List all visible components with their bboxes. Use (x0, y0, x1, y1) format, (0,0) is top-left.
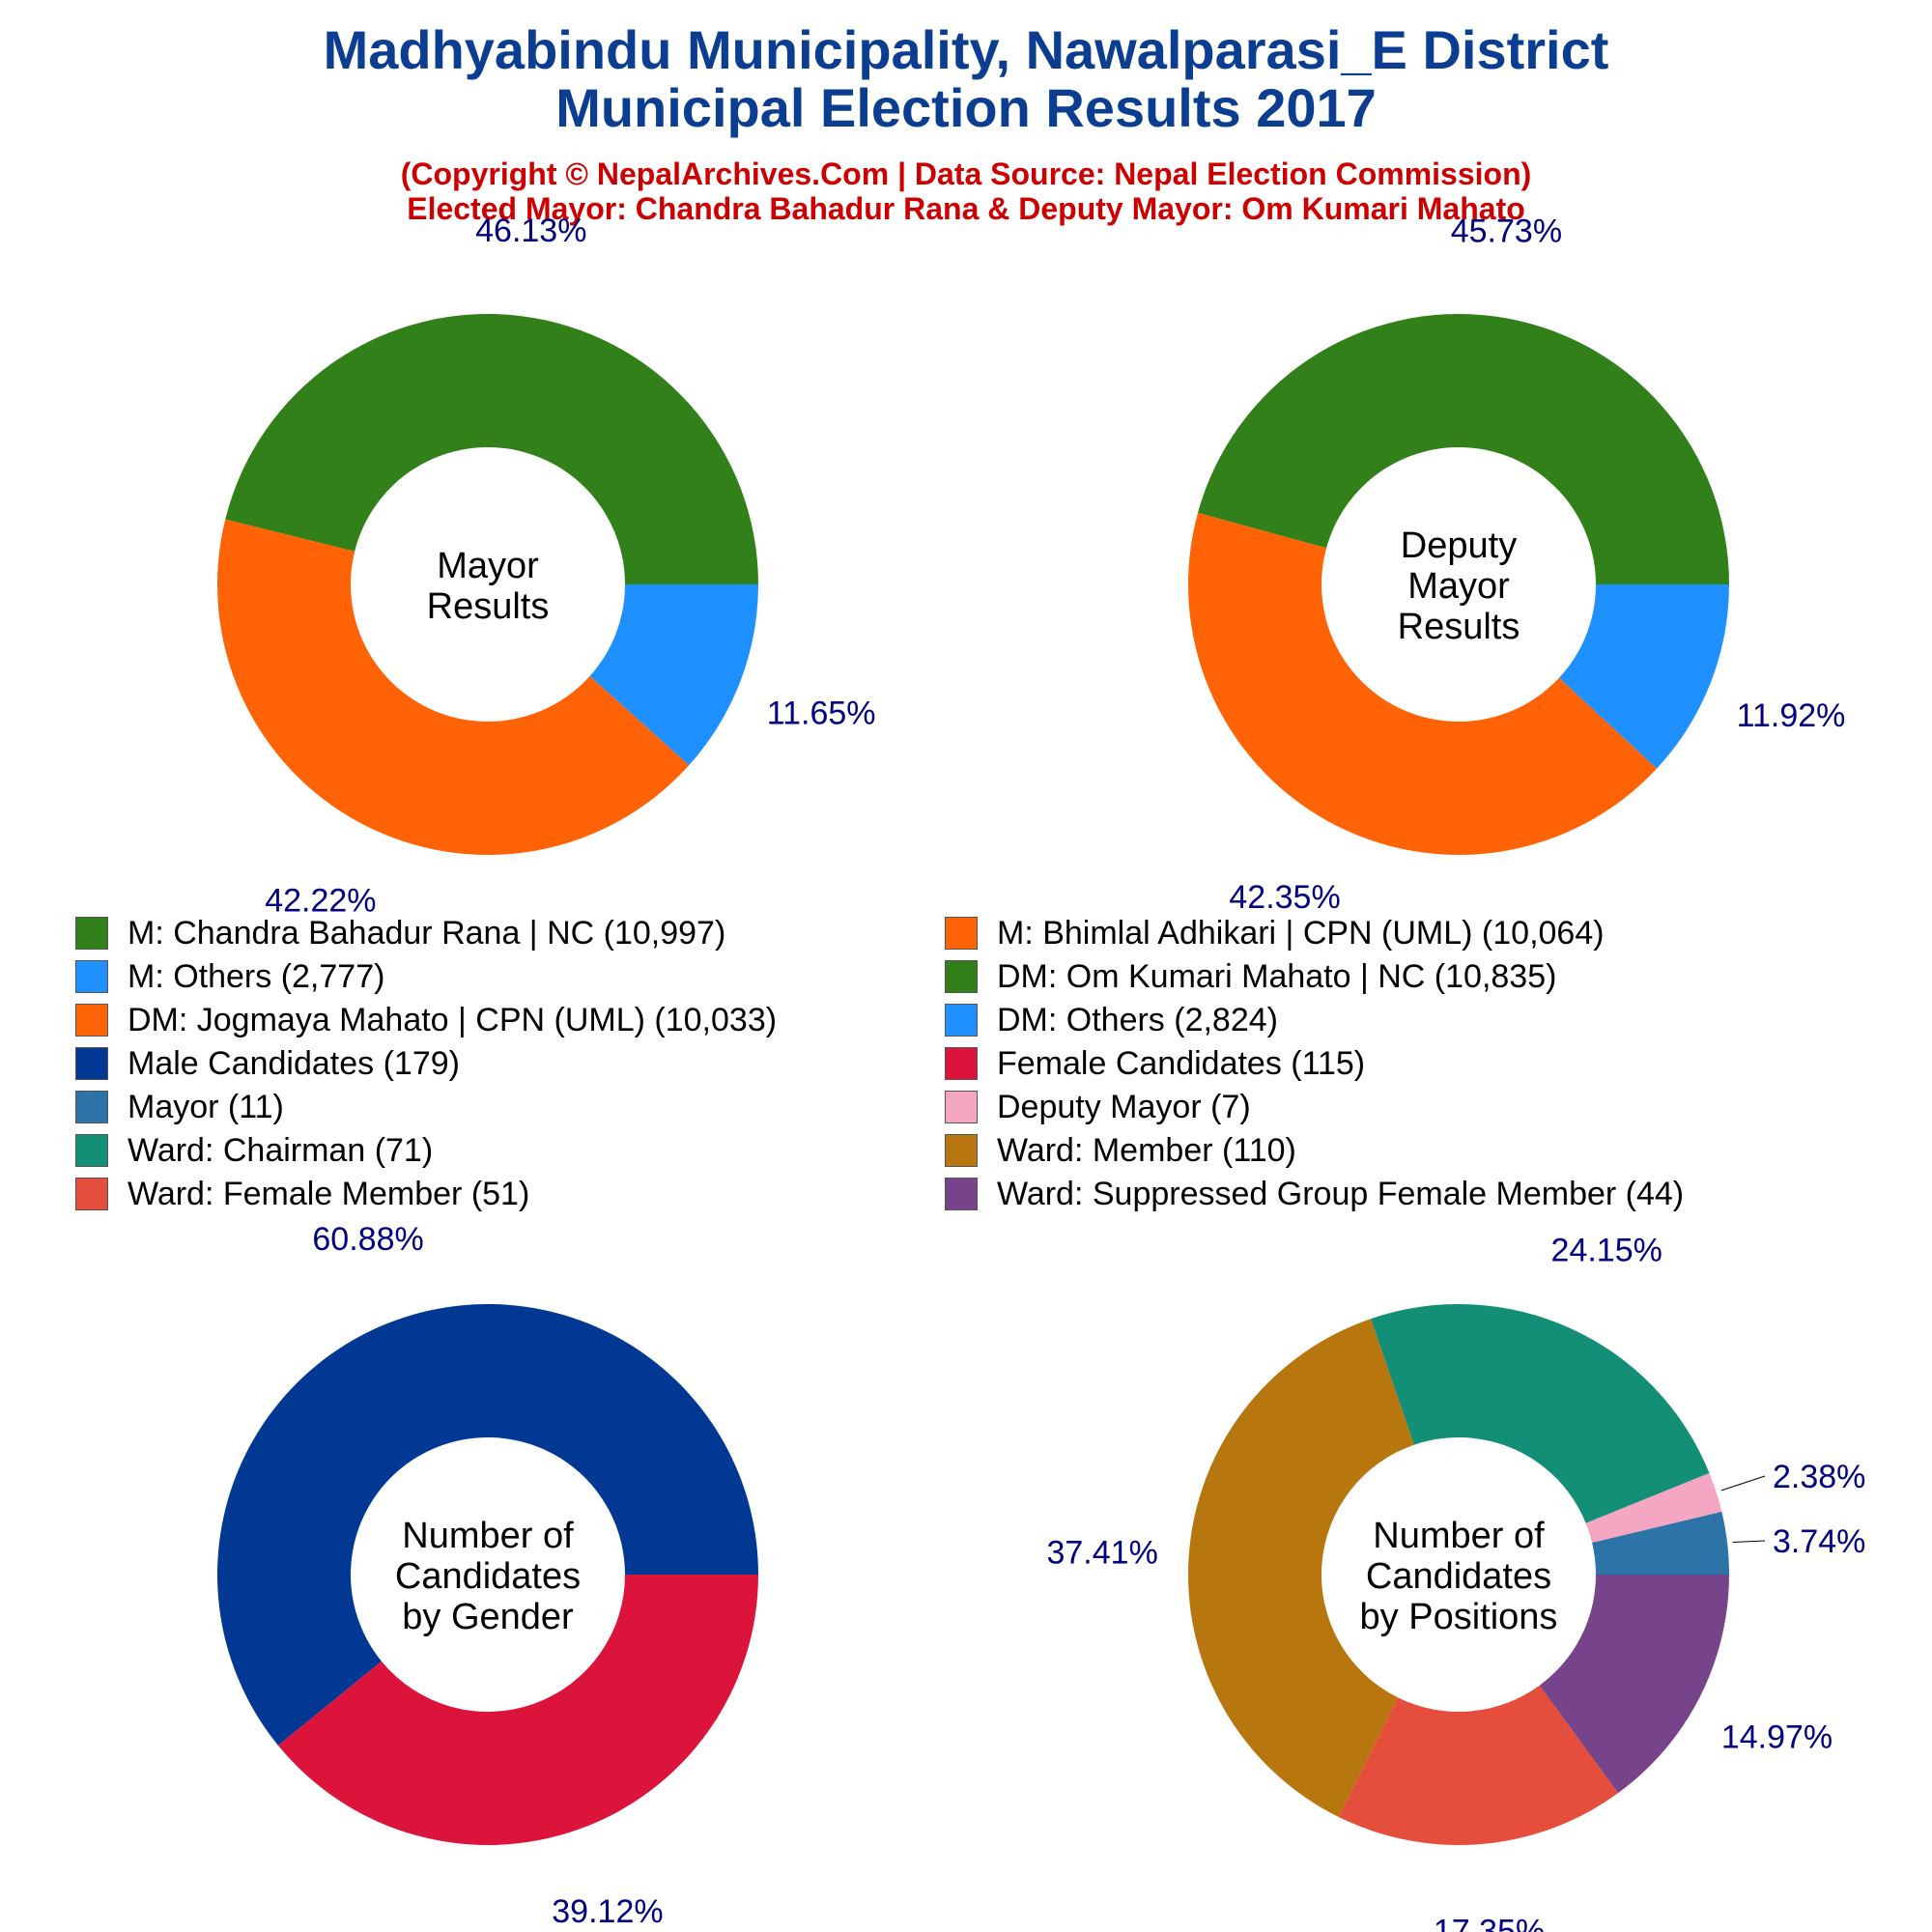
donut-chart-4: 3.74% 2.38% 24.15% 37.41% 17.35% 14.97% Number… (1046, 1233, 1865, 1932)
legend-label: Ward: Female Member (51) (128, 1175, 530, 1212)
pct-label-ward-chairman: 24.15% (1551, 1233, 1662, 1269)
legend-label: M: Chandra Bahadur Rana | NC (10,997) (128, 914, 726, 952)
leader-line-deputy-mayor (1720, 1475, 1766, 1492)
legend-item: DM: Jogmaya Mahato | CPN (UML) (10,033) (75, 1000, 777, 1040)
legend-item: Male Candidates (179) (75, 1043, 460, 1084)
slice-ward-female-member (1338, 1685, 1619, 1845)
pct-label-m-others: 11.65% (767, 695, 876, 731)
legend: M: Chandra Bahadur Rana | NC (10,997) M: … (0, 913, 1932, 1241)
slice-deputy-mayor (1585, 1472, 1722, 1543)
center-label-line: Deputy (1401, 526, 1517, 566)
center-label-line: Candidates (395, 1556, 581, 1597)
legend-label: Female Candidates (115) (997, 1044, 1366, 1082)
slice-m-chandra-bahadur-rana-nc (225, 314, 759, 584)
chart-header: Madhyabindu Municipality, Nawalparasi_E … (0, 0, 1932, 227)
legend-label: Deputy Mayor (7) (997, 1088, 1251, 1125)
legend-swatch (945, 1178, 978, 1210)
legend-item: M: Bhimlal Adhikari | CPN (UML) (10,064) (945, 913, 1605, 953)
pct-label-female-candidates: 39.12% (552, 1893, 663, 1930)
legend-label: Ward: Member (110) (997, 1131, 1296, 1169)
legend-label: Mayor (11) (128, 1088, 284, 1125)
legend-swatch (945, 917, 978, 950)
center-label-line: by Gender (402, 1597, 574, 1637)
chart-subtitle-elected: Elected Mayor: Chandra Bahadur Rana & De… (407, 191, 1525, 226)
pct-label-dm-others: 11.92% (1737, 697, 1846, 734)
legend-item: Ward: Chairman (71) (75, 1130, 433, 1171)
center-label-line: Candidates (1366, 1556, 1551, 1597)
slice-mayor (1592, 1511, 1729, 1575)
legend-item: DM: Om Kumari Mahato | NC (10,835) (945, 956, 1556, 997)
legend-label: M: Bhimlal Adhikari | CPN (UML) (10,064) (997, 914, 1605, 952)
pct-label-ward-member: 37.41% (1046, 1534, 1157, 1571)
slice-male-candidates (217, 1304, 758, 1746)
legend-swatch (75, 1004, 108, 1037)
legend-swatch (75, 1178, 108, 1210)
pct-label-mayor: 3.74% (1773, 1523, 1865, 1560)
legend-swatch (75, 917, 108, 950)
legend-swatch (945, 1047, 978, 1080)
legend-item: Ward: Suppressed Group Female Member (44… (945, 1174, 1684, 1214)
pct-label-male-candidates: 60.88% (312, 1221, 423, 1258)
slice-ward-member (1187, 1319, 1414, 1817)
center-label-line: Results (1398, 607, 1520, 647)
pct-label-m-chandra-bahadur-rana-nc: 46.13% (475, 213, 586, 249)
legend-item: DM: Others (2,824) (945, 1000, 1278, 1040)
pct-label-m-bhimlal-adhikari-cpn-uml: 42.22% (265, 883, 376, 920)
center-label-line: Number of (1373, 1516, 1545, 1556)
slice-ward-chairman (1370, 1304, 1710, 1523)
pct-label-dm-om-kumari-mahato-nc: 45.73% (1451, 213, 1562, 250)
legend-swatch (75, 1047, 108, 1080)
legend-swatch (945, 1091, 978, 1123)
legend-item: Ward: Female Member (51) (75, 1174, 529, 1214)
center-label-line: Results (427, 586, 550, 627)
legend-swatch (75, 960, 108, 993)
center-label-line: Number of (402, 1516, 574, 1556)
center-label-line: Mayor (437, 546, 539, 586)
legend-swatch (75, 1134, 108, 1167)
slice-m-others (589, 584, 758, 766)
legend-label: Ward: Suppressed Group Female Member (44… (997, 1175, 1685, 1212)
pct-label-deputy-mayor: 2.38% (1773, 1459, 1865, 1495)
legend-label: Male Candidates (179) (128, 1044, 460, 1082)
center-label-line: Mayor (1407, 566, 1510, 607)
slice-ward-suppressed-group-female-member (1539, 1575, 1729, 1794)
legend-swatch (75, 1091, 108, 1123)
pct-label-dm-jogmaya-mahato-cpn-uml: 42.35% (1229, 879, 1340, 916)
legend-label: DM: Others (2,824) (997, 1001, 1278, 1038)
legend-item: Mayor (11) (75, 1087, 284, 1127)
legend-label: DM: Jogmaya Mahato | CPN (UML) (10,033) (128, 1001, 778, 1038)
legend-label: M: Others (2,777) (128, 957, 385, 995)
slice-m-bhimlal-adhikari-cpn-uml (217, 519, 690, 856)
slice-dm-om-kumari-mahato-nc (1198, 314, 1729, 584)
legend-label: DM: Om Kumari Mahato | NC (10,835) (997, 957, 1557, 995)
legend-item: Ward: Member (110) (945, 1130, 1296, 1171)
pct-label-ward-female-member: 17.35% (1434, 1913, 1545, 1932)
legend-item: Female Candidates (115) (945, 1043, 1365, 1084)
legend-swatch (945, 1134, 978, 1167)
slice-dm-jogmaya-mahato-cpn-uml (1188, 512, 1658, 855)
legend-swatch (945, 1004, 978, 1037)
center-label-line: by Positions (1360, 1597, 1558, 1637)
slice-dm-others (1559, 584, 1729, 769)
legend-item: M: Chandra Bahadur Rana | NC (10,997) (75, 913, 725, 953)
chart-subtitle-copyright: (Copyright © NepalArchives.Com | Data So… (400, 156, 1532, 191)
pct-label-ward-suppressed-group-female-member: 14.97% (1721, 1719, 1833, 1755)
legend-label: Ward: Chairman (71) (128, 1131, 434, 1169)
legend-item: M: Others (2,777) (75, 956, 384, 997)
leader-line-mayor (1732, 1540, 1766, 1544)
legend-swatch (945, 960, 978, 993)
chart-title-line1: Madhyabindu Municipality, Nawalparasi_E … (323, 19, 1609, 80)
slice-female-candidates (277, 1575, 758, 1846)
chart-title-line2: Municipal Election Results 2017 (555, 77, 1377, 138)
legend-item: Deputy Mayor (7) (945, 1087, 1251, 1127)
